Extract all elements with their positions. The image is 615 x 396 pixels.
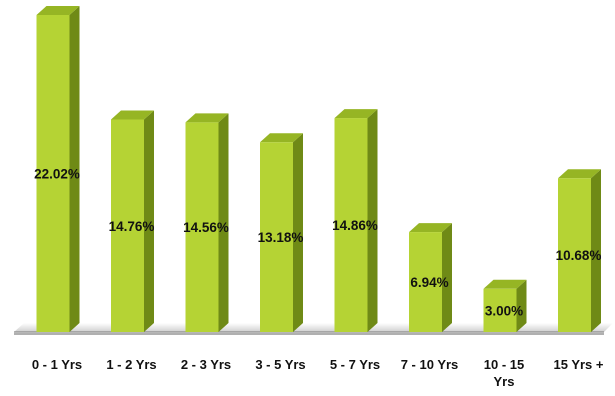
bar-front-face [260, 142, 293, 332]
bar-top-face [334, 109, 378, 119]
bar-top-face [558, 169, 601, 179]
category-label: 2 - 3 Yrs [181, 357, 231, 372]
data-label: 22.02% [34, 167, 80, 182]
category-label: 15 Yrs + [553, 357, 603, 372]
category-label: 3 - 5 Yrs [255, 357, 305, 372]
bar [483, 279, 527, 332]
bar-front-face [409, 232, 442, 332]
data-label: 6.94% [410, 275, 448, 290]
bar-front-face [334, 118, 368, 333]
bar-side-face [144, 110, 154, 332]
bar [111, 110, 154, 332]
bar-side-face [591, 169, 601, 332]
bar-side-face [218, 113, 229, 332]
category-label: 1 - 2 Yrs [106, 357, 156, 372]
category-label: 7 - 10 Yrs [401, 357, 459, 372]
data-label: 3.00% [485, 303, 523, 318]
data-label: 14.76% [109, 219, 155, 234]
data-label: 10.68% [556, 248, 602, 263]
bar-top-face [483, 279, 527, 289]
data-label: 13.18% [258, 230, 304, 245]
bar-top-face [185, 113, 229, 123]
data-label: 14.86% [332, 218, 378, 233]
bar-front-face [483, 288, 517, 332]
category-label: 0 - 1 Yrs [32, 357, 82, 372]
bar-side-face [442, 223, 452, 332]
data-labels-group: 22.02% 14.76% 14.56% 13.18% 14.86% 6.94% 3.00%… [34, 167, 601, 319]
bar-side-face [516, 279, 527, 332]
bar-side-face [293, 133, 303, 332]
bars-group [36, 6, 601, 333]
data-label: 14.56% [183, 220, 229, 235]
bar-front-face [185, 122, 219, 332]
category-label: 10 - 15 Yrs [484, 357, 524, 389]
bar [334, 109, 378, 333]
bar-top-face [409, 223, 452, 233]
bar [260, 133, 303, 332]
bar-top-face [111, 110, 154, 120]
bar-side-face [367, 109, 378, 333]
floor-plane [14, 323, 613, 332]
category-labels-group: 0 - 1 Yrs 1 - 2 Yrs 2 - 3 Yrs 3 - 5 Yrs 5 - … [32, 357, 604, 389]
bar-front-face [558, 178, 591, 332]
bar-top-face [36, 6, 80, 15]
bar [36, 6, 80, 332]
bar-top-face [260, 133, 303, 143]
bar-front-face [36, 15, 70, 332]
bar [558, 169, 601, 332]
bar-side-face [69, 6, 80, 332]
bar [409, 223, 452, 332]
bar-front-face [111, 119, 144, 332]
bar [185, 113, 229, 332]
category-label: 5 - 7 Yrs [330, 357, 380, 372]
